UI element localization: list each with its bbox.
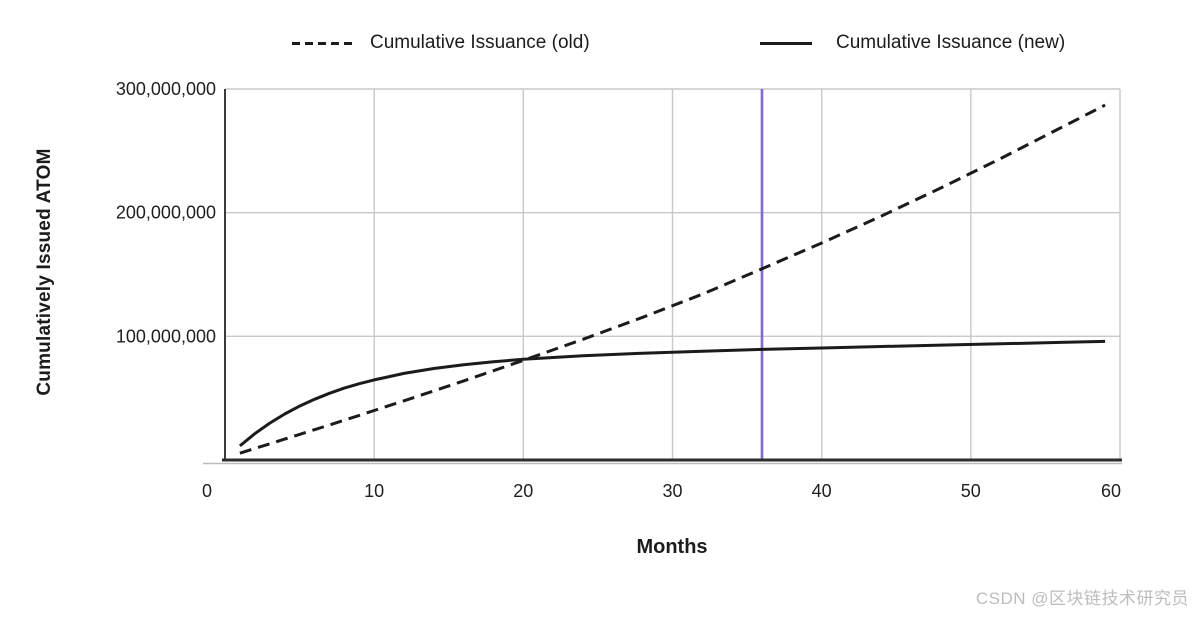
series-line-dashed [239, 103, 1106, 455]
legend-label-new: Cumulative Issuance (new) [836, 32, 1066, 53]
x-tick-label-10: 10 [364, 481, 384, 501]
x-tick-label-0: 0 [202, 481, 212, 501]
x-tick-label-60: 60 [1101, 481, 1121, 501]
watermark: CSDN @区块链技术研究员 [975, 589, 1189, 608]
x-tick-label-30: 30 [662, 481, 682, 501]
legend-item-new: Cumulative Issuance (new) [760, 31, 1065, 55]
dashed-line-swatch-icon [292, 41, 352, 45]
legend-label-old: Cumulative Issuance (old) [370, 32, 590, 53]
x-tick-label-50: 50 [961, 481, 981, 501]
y-tick-label-100: 100,000,000 [116, 326, 216, 346]
y-tick-label-300: 300,000,000 [116, 79, 216, 99]
series-line-solid [238, 339, 1106, 448]
x-axis-title: Months [636, 536, 708, 558]
x-tick-label-40: 40 [812, 481, 832, 501]
legend-item-old: Cumulative Issuance (old) [292, 31, 590, 55]
x-tick-label-20: 20 [513, 481, 533, 501]
y-tick-label-200: 200,000,000 [116, 203, 216, 223]
solid-line-swatch-icon [760, 41, 812, 45]
